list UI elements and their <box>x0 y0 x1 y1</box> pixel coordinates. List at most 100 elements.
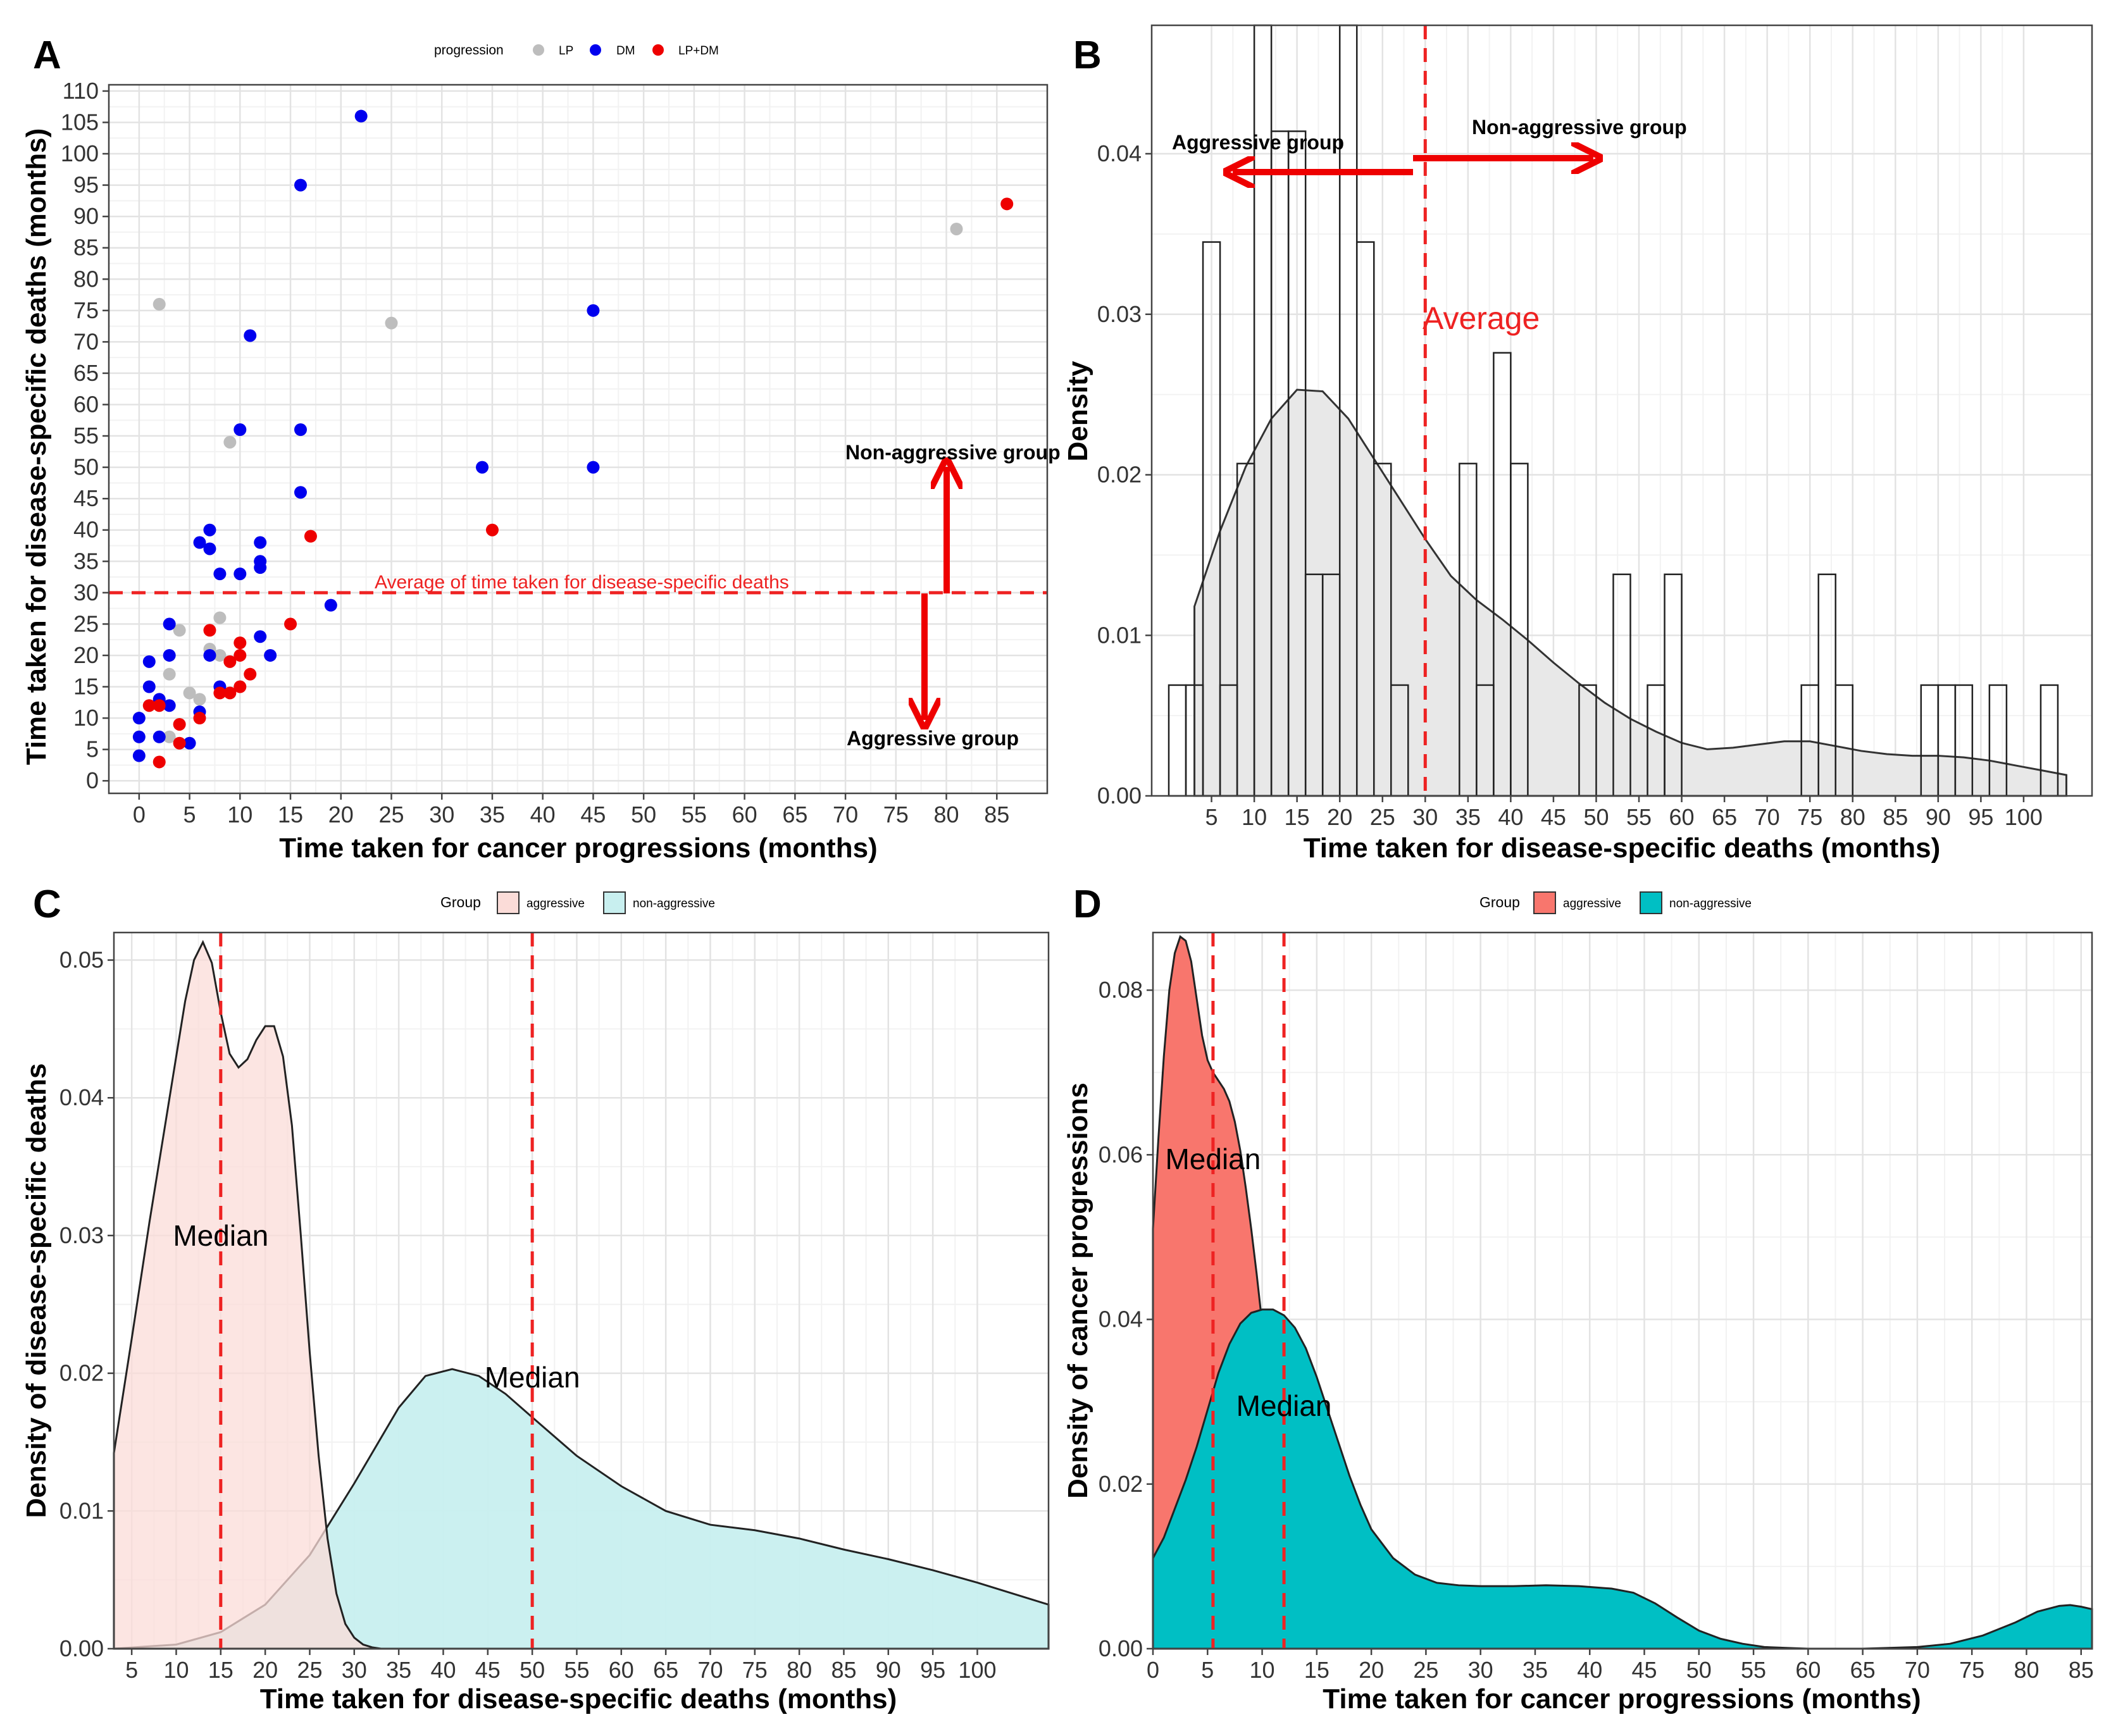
panel-a-xlabel: Time taken for cancer progressions (mont… <box>279 833 877 864</box>
scatter-point-lp <box>163 667 176 681</box>
median-label-non-aggressive: Median <box>485 1361 580 1394</box>
plot-border <box>108 84 1049 795</box>
scatter-point-dm <box>163 699 176 712</box>
scatter-point-lpdm <box>153 699 166 712</box>
x-tick-label: 95 <box>1968 804 1993 830</box>
scatter-point-dm <box>254 561 267 574</box>
y-tick-label: 10 <box>73 705 99 731</box>
legend-label-nonaggressive-c: non-aggressive <box>633 897 715 910</box>
panel-d-xlabel: Time taken for cancer progressions (mont… <box>1323 1683 1921 1714</box>
x-tick-label: 60 <box>732 802 757 828</box>
y-tick-label: 55 <box>73 423 99 449</box>
x-tick-label: 45 <box>1631 1657 1657 1683</box>
panel-c-ylabel: Density of disease-specific deaths <box>21 1063 52 1518</box>
scatter-point-lpdm <box>153 755 166 769</box>
y-tick-label: 0.02 <box>59 1360 104 1386</box>
scatter-point-dm <box>294 486 307 499</box>
y-tick-label: 0.00 <box>1099 1635 1143 1661</box>
scatter-point-dm <box>132 749 146 762</box>
legend-label-nonaggressive-d: non-aggressive <box>1669 897 1752 910</box>
x-tick-label: 70 <box>697 1657 723 1683</box>
panel-letter-d: D <box>1073 883 1102 926</box>
scatter-point-lpdm <box>234 680 247 693</box>
x-tick-label: 45 <box>1541 804 1566 830</box>
x-tick-label: 65 <box>1712 804 1737 830</box>
x-tick-label: 60 <box>609 1657 634 1683</box>
x-tick-label: 20 <box>328 802 354 828</box>
scatter-point-dm <box>354 109 368 123</box>
x-tick-label: 55 <box>682 802 707 828</box>
x-tick-label: 10 <box>1250 1657 1275 1683</box>
plot-border <box>113 931 1050 1650</box>
scatter-point-dm <box>587 304 600 317</box>
panel-c-legend: Group aggressive non-aggressive <box>440 891 715 914</box>
scatter-point-lp <box>163 730 176 743</box>
legend-swatch-aggressive-c <box>497 891 520 914</box>
x-tick-label: 90 <box>1926 804 1951 830</box>
x-tick-label: 0 <box>133 802 146 828</box>
panel-b-histogram: Average Aggressive group Non-aggressive … <box>1062 24 2093 864</box>
y-tick-label: 0.00 <box>1097 783 1142 809</box>
x-tick-label: 75 <box>1797 804 1822 830</box>
x-tick-label: 95 <box>920 1657 945 1683</box>
scatter-point-dm <box>153 730 166 743</box>
scatter-point-lpdm <box>223 686 237 700</box>
scatter-point-lpdm <box>1000 197 1014 211</box>
legend-title: progression <box>434 43 504 58</box>
x-tick-label: 20 <box>252 1657 278 1683</box>
scatter-point-lp <box>385 316 398 330</box>
scatter-point-lpdm <box>173 736 186 750</box>
scatter-point-lp <box>153 297 166 311</box>
x-tick-label: 40 <box>430 1657 456 1683</box>
x-tick-label: 100 <box>958 1657 996 1683</box>
legend-swatch-dm <box>590 44 601 56</box>
scatter-point-dm <box>587 461 600 474</box>
panel-a-scatter: progression LP DM LP+DM Average of time … <box>21 43 1061 864</box>
x-tick-label: 50 <box>1686 1657 1712 1683</box>
scatter-point-dm <box>163 617 176 631</box>
panel-b-ylabel: Density <box>1062 361 1093 461</box>
panel-a-points <box>132 109 1014 769</box>
aggressive-area <box>113 939 382 1650</box>
x-tick-label: 35 <box>480 802 505 828</box>
label-aggressive-group-b: Aggressive group <box>1172 131 1344 154</box>
x-tick-label: 25 <box>1413 1657 1438 1683</box>
scatter-point-lp <box>223 435 237 449</box>
x-tick-label: 0 <box>1147 1657 1159 1683</box>
y-tick-label: 105 <box>61 109 99 135</box>
scatter-point-lpdm <box>234 648 247 662</box>
density-curve <box>1193 388 2067 797</box>
x-tick-label: 25 <box>1370 804 1395 830</box>
x-tick-label: 70 <box>833 802 858 828</box>
average-label: Average <box>1423 301 1540 336</box>
scatter-point-dm <box>203 542 216 555</box>
y-tick-label: 0.01 <box>59 1497 104 1523</box>
scatter-point-lpdm <box>223 655 237 668</box>
scatter-point-dm <box>234 567 247 581</box>
x-tick-label: 5 <box>1205 804 1218 830</box>
legend-swatch-aggressive-d <box>1533 891 1556 914</box>
x-tick-label: 70 <box>1905 1657 1930 1683</box>
y-tick-label: 0.03 <box>59 1222 104 1248</box>
y-tick-label: 0.02 <box>1097 462 1142 488</box>
y-tick-label: 0.04 <box>1097 140 1142 166</box>
x-tick-label: 35 <box>386 1657 411 1683</box>
y-tick-label: 80 <box>73 266 99 292</box>
panel-a-axes: 0 5 10 15 20 25 30 35 40 45 50 55 60 65 70 75 80 85 0 5 10 15… <box>61 78 1049 828</box>
scatter-point-lpdm <box>234 636 247 650</box>
y-tick-label: 70 <box>73 328 99 354</box>
plot-border <box>1152 931 2093 1650</box>
scatter-point-lp <box>213 611 227 624</box>
scatter-point-dm <box>142 680 156 693</box>
label-non-aggressive-group-b: Non-aggressive group <box>1472 116 1687 139</box>
x-tick-label: 20 <box>1359 1657 1384 1683</box>
non-aggressive-area-d <box>1152 1308 2093 1650</box>
legend-title-d: Group <box>1479 894 1520 910</box>
scatter-point-dm <box>244 329 257 342</box>
y-tick-label: 90 <box>73 203 99 229</box>
x-tick-label: 85 <box>2069 1657 2094 1683</box>
y-tick-label: 0.04 <box>59 1084 104 1110</box>
scatter-point-lp <box>173 624 186 637</box>
x-tick-label: 75 <box>1959 1657 1984 1683</box>
y-tick-label: 50 <box>73 454 99 480</box>
